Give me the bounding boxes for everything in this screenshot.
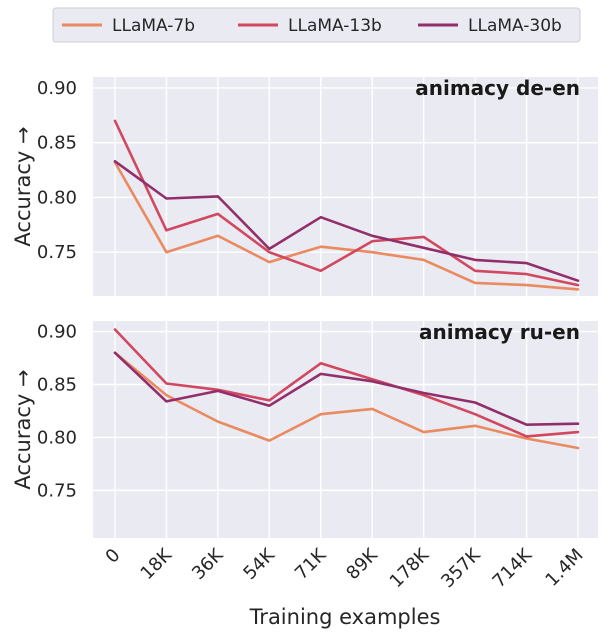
- x-tick-label: 54K: [239, 544, 279, 584]
- panel-2: 0.75 0.80 0.85 0.90 Accuracy → animacy ru-en: [11, 320, 598, 538]
- series-line-llama-30b: [113, 351, 580, 427]
- y-tick-label: 0.80: [37, 187, 77, 208]
- x-tick-label: 89K: [342, 544, 382, 584]
- y-axis-title: Accuracy →: [11, 126, 35, 246]
- y-tick-label: 0.85: [37, 375, 77, 396]
- series-line-llama-13b: [113, 119, 580, 287]
- series-line-llama-7b: [113, 161, 580, 291]
- panel-title: animacy ru-en: [419, 320, 580, 344]
- series-line-llama-7b: [113, 351, 580, 450]
- series-line-llama-30b: [113, 160, 580, 283]
- y-axis-title: Accuracy →: [11, 369, 35, 489]
- x-tick-label: 0: [102, 545, 125, 568]
- series-line-llama-13b: [113, 328, 580, 438]
- y-tick-label: 0.85: [37, 133, 77, 154]
- y-tick-label: 0.90: [37, 78, 77, 99]
- legend-label: LLaMA-30b: [468, 16, 562, 36]
- x-tick-label: 714K: [489, 544, 537, 592]
- panel-1: 0.75 0.80 0.85 0.90 Accuracy → animacy de-en: [11, 76, 598, 296]
- y-tick-label: 0.90: [37, 322, 77, 343]
- legend-label: LLaMA-7b: [112, 16, 195, 36]
- legend-frame: [52, 7, 581, 43]
- x-tick-label: 36K: [188, 544, 228, 584]
- x-axis-title: Training examples: [249, 605, 441, 629]
- x-axis: 0 18K 36K 54K 71K 89K 178K 357K 714K 1.4M: [102, 544, 588, 592]
- plot-area: [93, 321, 598, 538]
- x-tick-label: 178K: [386, 544, 434, 592]
- x-tick-label: 1.4M: [541, 545, 587, 591]
- x-tick-label: 18K: [137, 544, 177, 584]
- legend: LLaMA-7b LLaMA-13b LLaMA-30b: [52, 7, 581, 43]
- x-tick-label: 71K: [291, 544, 331, 584]
- y-tick-label: 0.75: [37, 242, 77, 263]
- y-tick-label: 0.75: [37, 480, 77, 501]
- legend-label: LLaMA-13b: [288, 16, 382, 36]
- plot-area: [93, 77, 598, 296]
- x-tick-label: 357K: [437, 544, 485, 592]
- panel-title: animacy de-en: [415, 76, 580, 100]
- y-tick-label: 0.80: [37, 427, 77, 448]
